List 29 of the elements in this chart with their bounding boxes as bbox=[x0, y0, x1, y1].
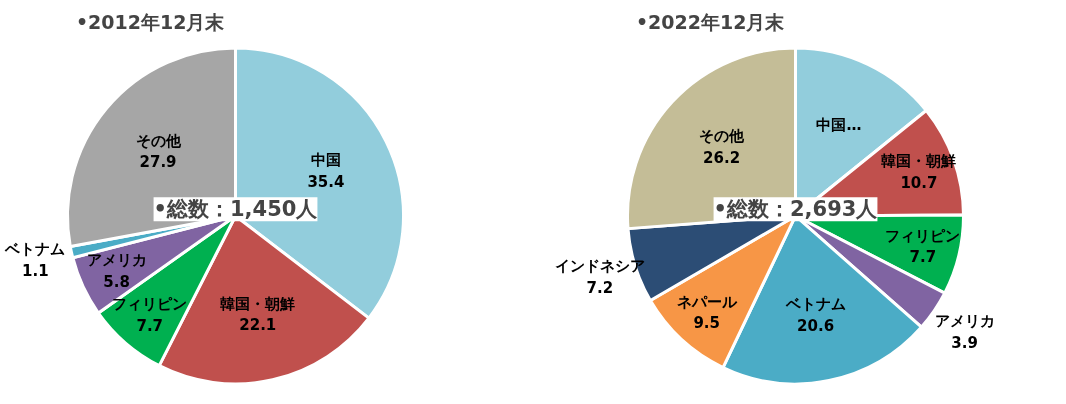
slice-label: ベトナム bbox=[4, 240, 66, 259]
data-label: 5.8 bbox=[103, 272, 130, 291]
text: •総数：2,693人 bbox=[713, 197, 879, 222]
slice-label: 韓国・朝鮮 bbox=[220, 294, 296, 313]
chart-title: •2022年12月末 bbox=[635, 11, 786, 34]
slice-label: その他 bbox=[135, 131, 182, 150]
data-label: 20.6 bbox=[797, 316, 835, 335]
data-label: 7.7 bbox=[909, 248, 937, 267]
data-label: 7.2 bbox=[586, 278, 614, 297]
data-label: 7.7 bbox=[136, 317, 164, 336]
slice-label: ベトナム bbox=[784, 295, 846, 314]
slice-label: ネパール bbox=[676, 292, 738, 311]
data-label: 10.7 bbox=[900, 173, 938, 192]
data-label: 27.9 bbox=[139, 153, 177, 172]
data-label: 22.1 bbox=[239, 316, 277, 335]
data-label: 26.2 bbox=[703, 149, 741, 168]
slice-label: 中国… bbox=[816, 115, 862, 134]
slice-label: アメリカ bbox=[934, 312, 995, 331]
data-label: 9.5 bbox=[693, 314, 720, 333]
slice-label: その他 bbox=[699, 127, 746, 146]
data-label: 3.9 bbox=[951, 333, 978, 352]
data-label: 35.4 bbox=[307, 173, 345, 192]
chart-title: •2012年12月末 bbox=[75, 11, 226, 34]
slice-label: フィリピン bbox=[112, 295, 188, 314]
slice-label: フィリピン bbox=[885, 226, 961, 245]
slice-label: 中国 bbox=[310, 151, 341, 170]
data-label: 1.1 bbox=[22, 261, 49, 280]
slice-label: アメリカ bbox=[86, 251, 147, 270]
text: •総数：1,450人 bbox=[153, 197, 319, 222]
